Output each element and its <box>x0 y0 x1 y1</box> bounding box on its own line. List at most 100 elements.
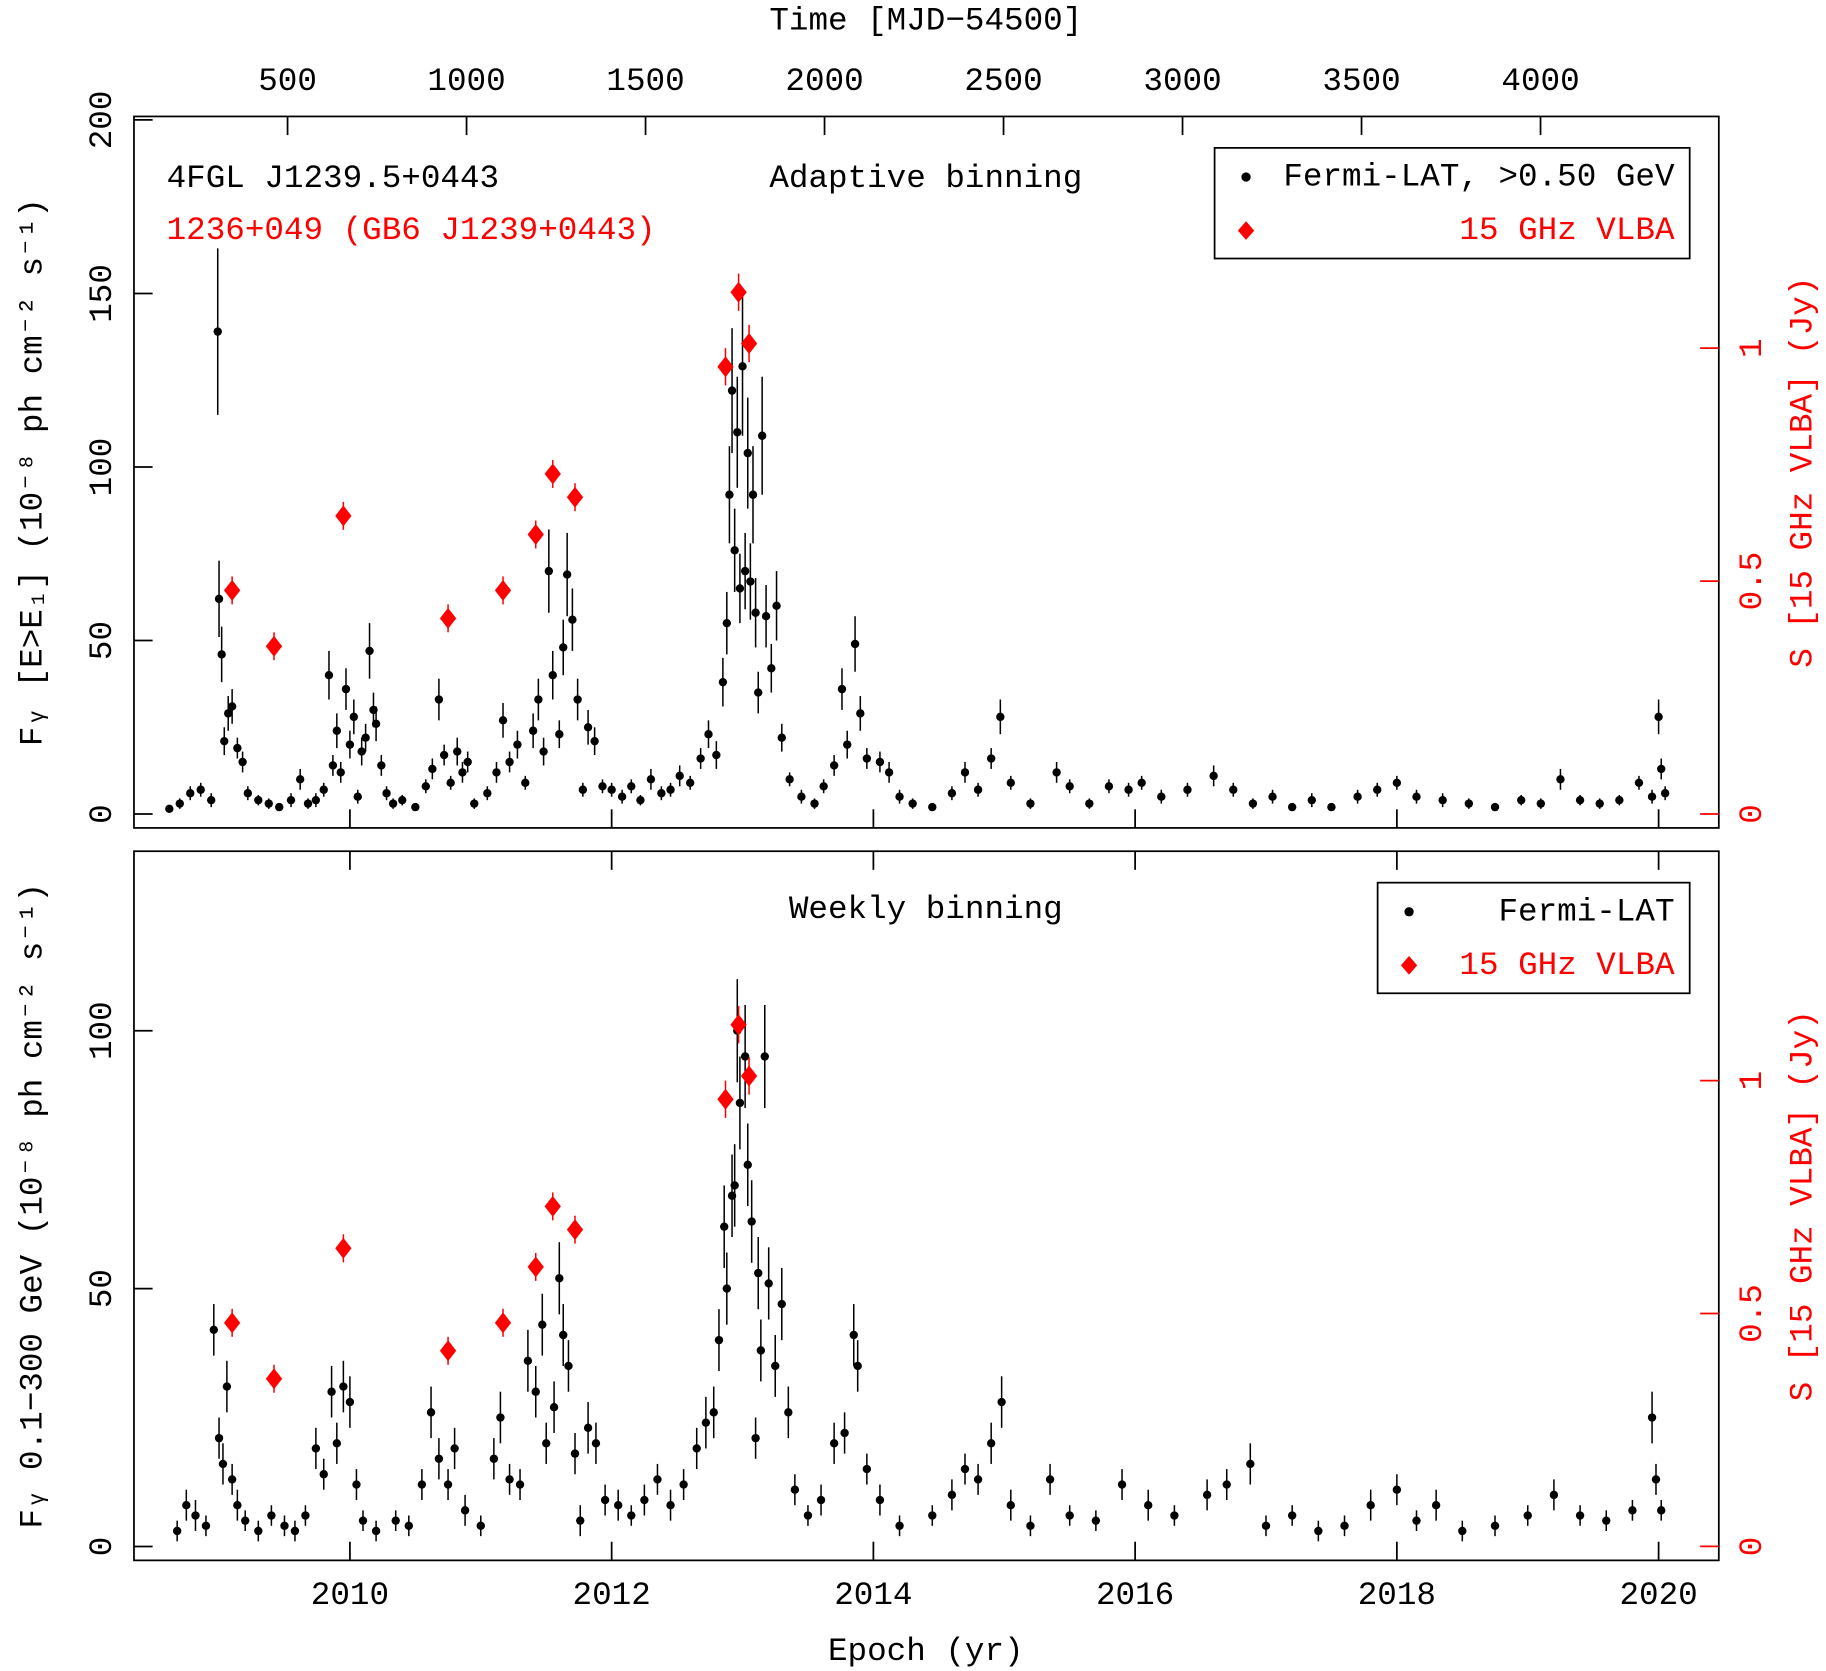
point <box>1137 778 1146 788</box>
point <box>513 740 522 749</box>
point <box>777 1299 786 1309</box>
point <box>391 1516 400 1525</box>
point <box>1517 795 1526 805</box>
point <box>722 1284 732 1293</box>
point <box>311 1444 321 1453</box>
point <box>701 1418 711 1427</box>
y2-axis-title: S [15 GHz VLBA] (Jy) <box>1784 277 1821 668</box>
point <box>960 768 970 777</box>
point <box>850 639 860 649</box>
point <box>398 795 407 805</box>
point <box>712 750 721 760</box>
point <box>453 747 462 756</box>
point <box>494 1312 512 1334</box>
panel-title: Weekly binning <box>789 891 1063 928</box>
point <box>196 785 205 794</box>
point <box>559 1330 568 1340</box>
point <box>303 799 313 808</box>
point <box>335 1237 352 1259</box>
point <box>627 1511 636 1520</box>
point <box>336 768 345 777</box>
point <box>361 733 370 742</box>
point <box>717 356 734 378</box>
point <box>764 1279 773 1288</box>
point <box>1438 795 1447 805</box>
x-tick-label: 2012 <box>573 1577 651 1614</box>
point <box>1431 1500 1441 1510</box>
point <box>1229 785 1238 794</box>
point <box>275 802 284 812</box>
point <box>332 1439 342 1448</box>
point <box>1654 712 1663 722</box>
point <box>426 1408 436 1417</box>
point <box>772 601 781 611</box>
point <box>1104 782 1114 791</box>
point <box>636 795 645 805</box>
point <box>1065 782 1074 791</box>
point <box>1595 799 1604 808</box>
point <box>267 1511 276 1520</box>
point <box>751 608 760 617</box>
point <box>214 594 224 604</box>
point <box>523 1356 533 1365</box>
point <box>233 1500 242 1510</box>
point <box>489 1454 499 1463</box>
point <box>562 570 572 579</box>
point <box>733 428 742 437</box>
y-tick-label: 100 <box>84 1001 121 1060</box>
point <box>617 792 627 801</box>
point <box>328 761 338 770</box>
point <box>521 778 530 788</box>
point <box>1660 789 1670 798</box>
point <box>264 799 273 808</box>
point <box>388 799 398 808</box>
point <box>483 789 492 798</box>
point <box>840 1428 849 1438</box>
point <box>819 782 828 791</box>
point <box>640 1495 649 1505</box>
point <box>754 688 763 697</box>
legend-marker <box>1404 907 1414 917</box>
x2-tick-label: 2500 <box>964 63 1042 100</box>
point <box>223 579 241 601</box>
point <box>1268 792 1277 801</box>
point <box>460 1506 470 1515</box>
point <box>186 789 195 798</box>
point <box>295 775 305 784</box>
point <box>696 754 705 763</box>
point <box>685 778 695 788</box>
x2-tick-label: 1000 <box>427 63 505 100</box>
point <box>227 702 237 711</box>
point <box>583 1423 593 1433</box>
point <box>738 362 747 371</box>
point <box>1575 1511 1585 1520</box>
point <box>254 1526 263 1536</box>
annotation: 1236+049 (GB6 J1239+0443) <box>167 212 656 249</box>
x2-tick-label: 3500 <box>1322 63 1400 100</box>
point <box>341 684 351 694</box>
point <box>895 1521 904 1531</box>
point <box>458 768 467 777</box>
point <box>548 671 557 680</box>
point <box>417 1480 427 1489</box>
point <box>439 1340 457 1362</box>
point <box>209 1325 218 1335</box>
top-axis-title: Time [MJD−54500] <box>769 3 1082 40</box>
point <box>505 1475 514 1484</box>
point <box>727 386 737 395</box>
point <box>709 1408 718 1417</box>
point <box>679 1480 688 1489</box>
point <box>1523 1511 1532 1520</box>
point <box>241 1516 250 1525</box>
point <box>895 792 904 801</box>
point <box>470 799 479 808</box>
point <box>735 584 745 593</box>
point <box>810 799 819 808</box>
y-axis-title: Fᵧ 0.1−300 GeV (10⁻⁸ ph cm⁻² s⁻¹) <box>14 883 51 1529</box>
point <box>531 1387 540 1396</box>
point <box>220 736 229 746</box>
point <box>290 1526 300 1536</box>
point <box>856 709 865 718</box>
point <box>996 712 1005 722</box>
